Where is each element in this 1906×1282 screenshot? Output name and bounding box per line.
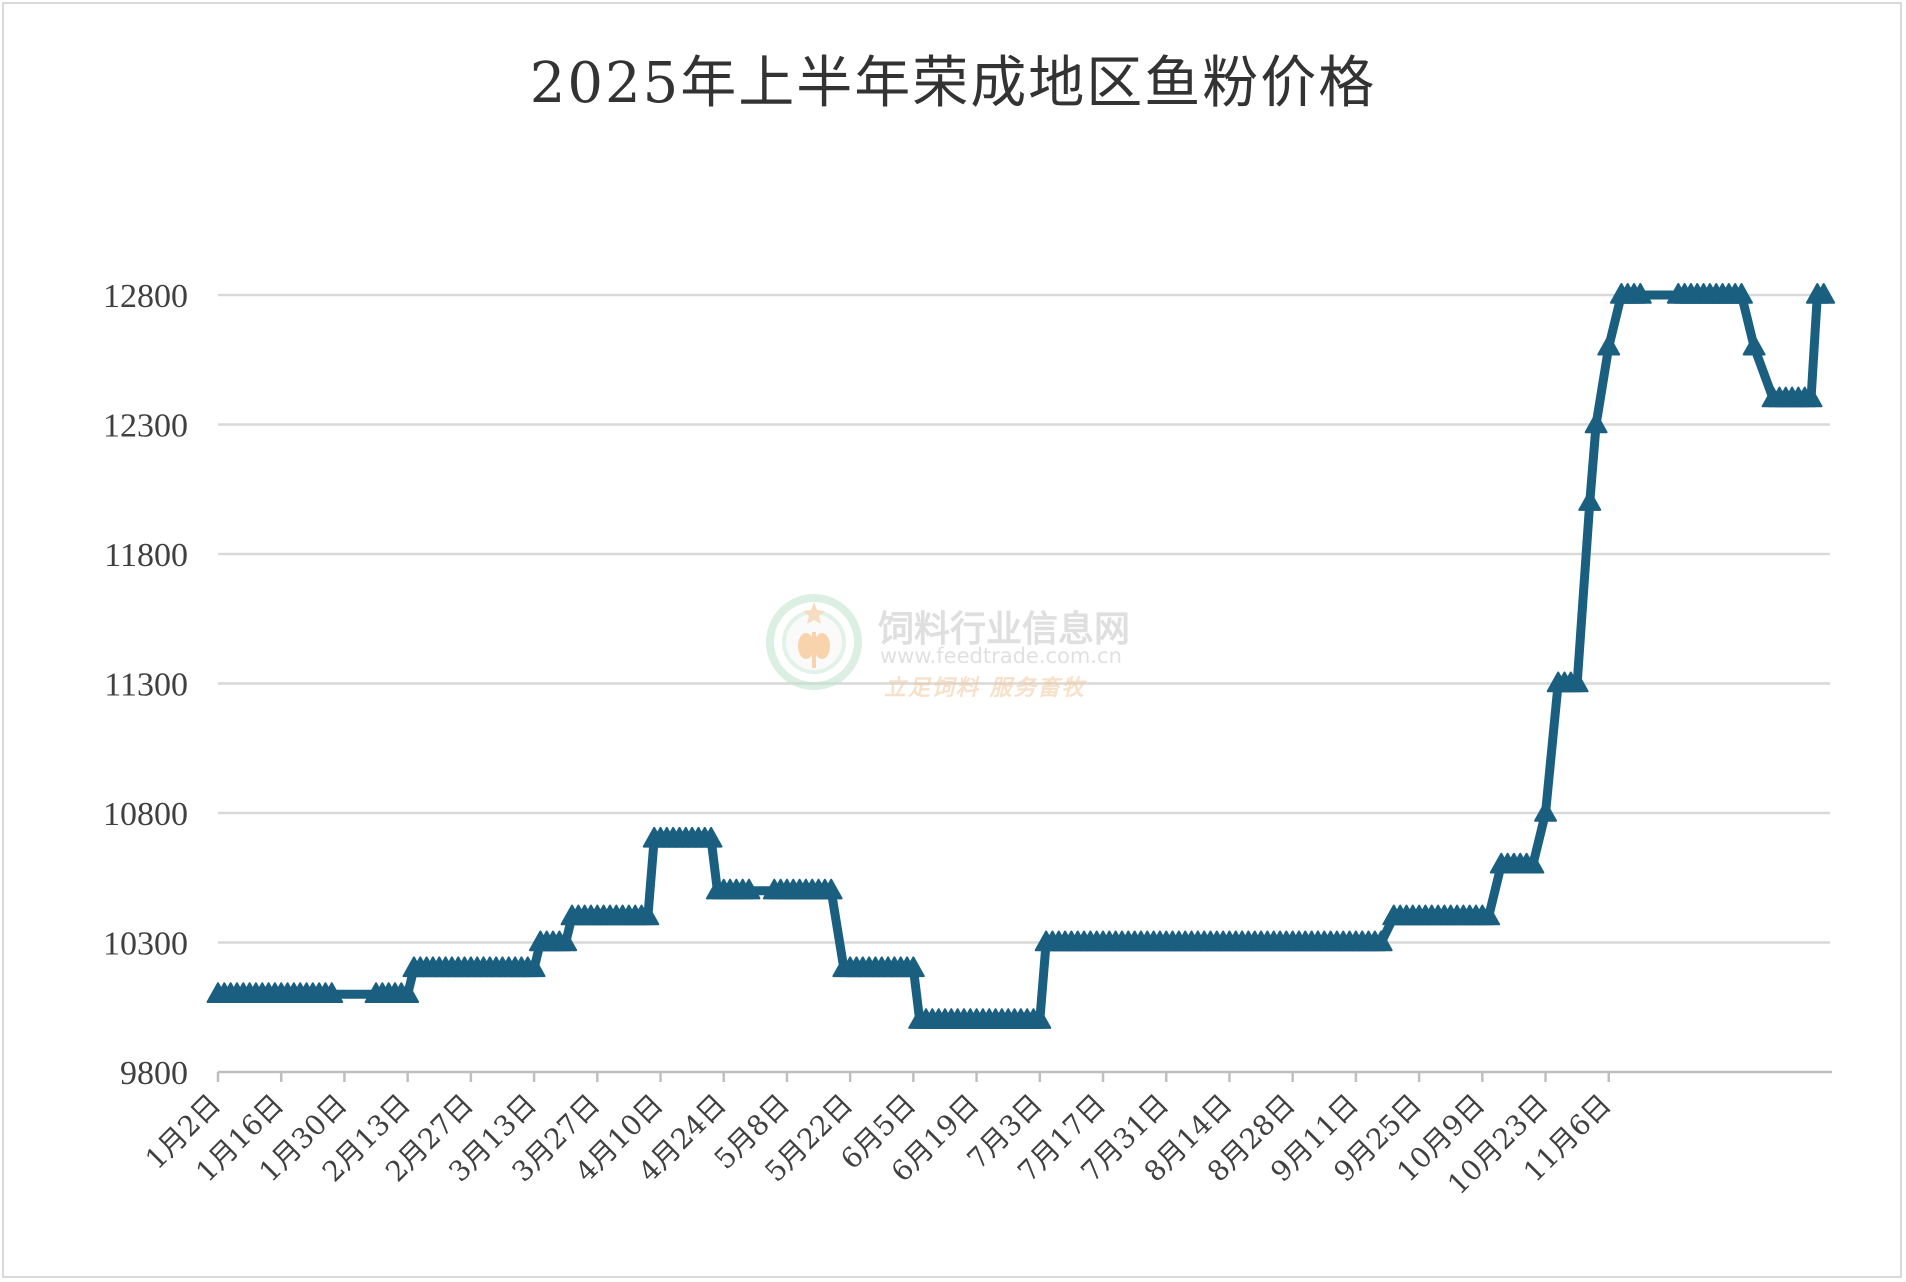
data-point-marker: [1730, 283, 1753, 304]
data-point-marker: [1565, 671, 1589, 693]
y-tick-label: 10800: [103, 796, 188, 833]
y-tick-label: 9800: [120, 1055, 188, 1092]
data-point-marker: [1028, 1008, 1052, 1029]
watermark-url: www.feedtrade.com.cn: [880, 644, 1122, 668]
data-point-marker: [699, 826, 723, 848]
data-point-marker: [737, 878, 761, 900]
y-tick-label: 11800: [104, 537, 188, 574]
price-series: [206, 283, 1836, 1029]
data-point-marker: [1369, 930, 1393, 952]
data-point-marker: [1628, 283, 1652, 304]
y-tick-label: 12300: [103, 408, 188, 445]
y-axis-tick-labels: 9800 10300 10800 11300 11800 12300 12800: [103, 278, 188, 1092]
data-point-marker: [396, 982, 420, 1003]
watermark-slogan: 立足饲料 服务畜牧: [884, 676, 1086, 701]
data-point-marker: [1534, 801, 1557, 822]
data-point-marker: [1521, 852, 1545, 874]
data-point-marker: [1477, 904, 1501, 926]
data-point-marker: [819, 878, 843, 900]
watermark-name: 饲料行业信息网: [878, 609, 1131, 650]
data-point-marker: [554, 930, 578, 952]
chart-title: 2025年上半年荣成地区鱼粉价格: [529, 51, 1377, 116]
data-point-marker: [1578, 490, 1602, 511]
data-point-marker: [1812, 283, 1836, 304]
data-point-marker: [1742, 334, 1766, 356]
data-point-marker: [320, 982, 344, 1003]
data-point-marker: [1597, 334, 1621, 356]
y-tick-label: 10300: [103, 926, 188, 963]
wheat-logo-icon: [766, 594, 862, 690]
data-point-marker: [901, 956, 925, 978]
y-tick-label: 11300: [104, 667, 188, 704]
data-point-marker: [636, 904, 660, 926]
x-axis-tick-labels: 1月2日1月16日1月30日2月13日2月27日3月13日3月27日4月10日4…: [139, 1088, 1618, 1201]
watermark: 饲料行业信息网 www.feedtrade.com.cn 立足饲料 服务畜牧: [756, 588, 1156, 701]
data-point-marker: [1799, 386, 1823, 408]
y-tick-label: 12800: [103, 278, 188, 315]
data-point-marker: [1584, 412, 1608, 434]
data-point-marker: [522, 956, 546, 978]
x-axis: [216, 1070, 1832, 1082]
